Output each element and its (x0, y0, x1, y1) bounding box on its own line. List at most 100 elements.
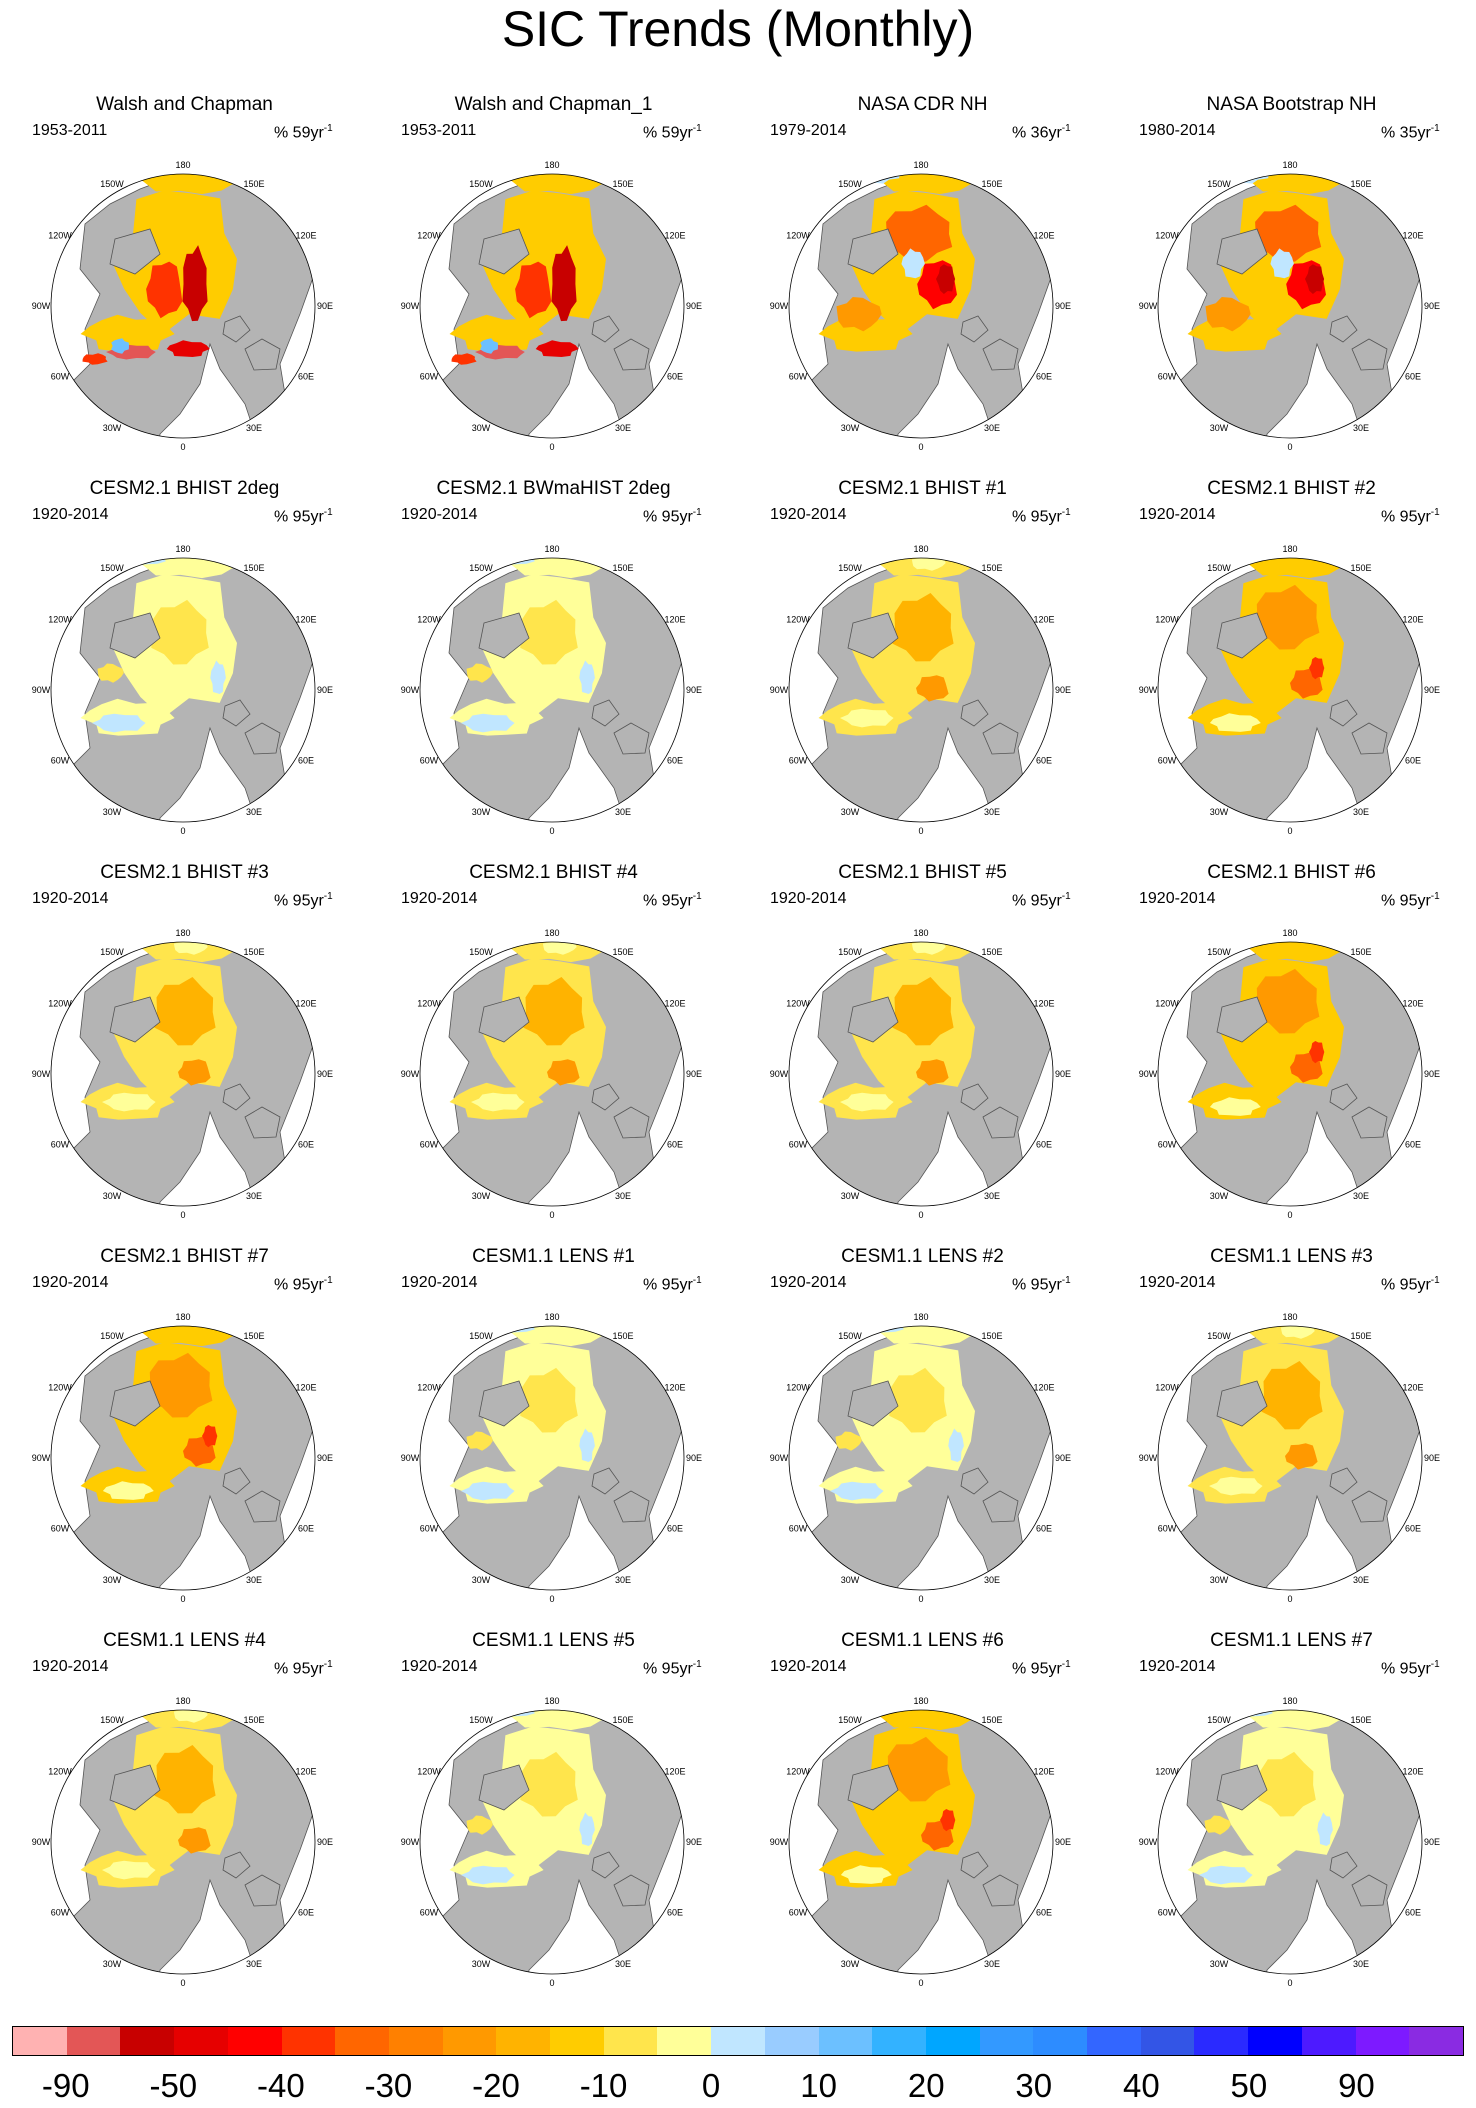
colorbar-segment (1140, 2027, 1195, 2055)
sea-ice-trend-region (1247, 174, 1352, 195)
sea-ice-trend-region (878, 174, 983, 195)
polar-map: 180 150W 120W 90W 60W 30W 0 30E 60E 90E 120E 150E (770, 160, 1071, 452)
panel-years: 1920-2014 (770, 890, 847, 907)
map-border (419, 173, 685, 439)
longitude-label: 180 (544, 160, 559, 170)
longitude-label: 120E (664, 999, 685, 1009)
longitude-label: 60W (420, 1140, 439, 1150)
longitude-label: 90E (317, 1069, 333, 1079)
colorbar-segment (1248, 2027, 1302, 2055)
trend-anomaly-patch (461, 1865, 515, 1885)
longitude-label: 60E (298, 1140, 314, 1150)
trend-anomaly-patch (154, 1745, 216, 1814)
panel-years: 1920-2014 (401, 890, 478, 907)
land-svalbard (222, 699, 251, 727)
longitude-label: 60E (1036, 372, 1052, 382)
longitude-label: 30E (246, 1575, 262, 1585)
units-base: yr (310, 508, 324, 526)
longitude-label: 150E (1350, 1715, 1371, 1725)
colorbar-segment (496, 2027, 551, 2055)
panel-units: % 95yr-1 (1381, 1272, 1440, 1294)
longitude-label: 180 (1282, 544, 1297, 554)
longitude-label: 150W (469, 947, 493, 957)
longitude-label: 180 (175, 160, 190, 170)
colorbar-segment (1301, 2027, 1356, 2055)
longitude-label: 30W (103, 1959, 122, 1969)
land-island (613, 338, 650, 371)
panel-years: 1920-2014 (1139, 1658, 1216, 1675)
colorbar-label: 40 (1122, 2067, 1160, 2104)
units-pct: 95 (292, 892, 311, 910)
longitude-label: 60W (420, 372, 439, 382)
land-svalbard (960, 1851, 989, 1879)
map-panel-8: 180 150W 120W 90W 60W 30W 0 30E 60E 90E 120E 150E C… (1107, 478, 1476, 860)
panel-title: CESM2.1 BWmaHIST 2deg (436, 478, 671, 499)
colorbar-segment (872, 2027, 926, 2055)
longitude-label: 120W (786, 615, 810, 625)
colorbar-segment (1409, 2027, 1463, 2055)
longitude-label: 90W (770, 1453, 789, 1463)
panel-units: % 95yr-1 (1012, 1272, 1071, 1294)
longitude-label: 0 (180, 1210, 185, 1220)
land-island (982, 1106, 1019, 1139)
map-panel-3: 180 150W 120W 90W 60W 30W 0 30E 60E 90E 120E 150E N… (738, 94, 1107, 476)
map-panel-9: 180 150W 120W 90W 60W 30W 0 30E 60E 90E 120E 150E C… (0, 862, 369, 1244)
longitude-label: 0 (549, 1210, 554, 1220)
longitude-label: 120W (1155, 615, 1179, 625)
polar-map: 180 150W 120W 90W 60W 30W 0 30E 60E 90E 120E 150E (32, 1696, 333, 1988)
longitude-label: 90W (770, 1069, 789, 1079)
land-svalbard (222, 315, 251, 343)
trend-anomaly-patch (885, 1736, 951, 1802)
longitude-label: 120W (48, 999, 72, 1009)
longitude-label: 30E (1353, 1959, 1369, 1969)
polar-map: 180 150W 120W 90W 60W 30W 0 30E 60E 90E 120E 150E (1139, 928, 1440, 1220)
longitude-label: 30E (984, 1575, 1000, 1585)
trend-anomaly-patch (154, 977, 216, 1046)
longitude-label: 30E (1353, 1191, 1369, 1201)
longitude-label: 60E (1405, 1524, 1421, 1534)
sea-ice-trend-region (509, 558, 614, 579)
longitude-label: 120W (1155, 999, 1179, 1009)
longitude-label: 150W (469, 1715, 493, 1725)
longitude-label: 30W (472, 1575, 491, 1585)
colorbar-label: -10 (579, 2067, 628, 2104)
trend-anomaly-patch (147, 1352, 213, 1418)
longitude-label: 60E (298, 756, 314, 766)
trend-anomaly-patch (471, 1092, 525, 1112)
land-svalbard (960, 315, 989, 343)
units-base: yr (1417, 892, 1431, 910)
longitude-label: 0 (918, 1978, 923, 1988)
longitude-label: 150E (612, 947, 633, 957)
sea-ice-trend-region (1247, 942, 1352, 963)
units-base: yr (310, 892, 324, 910)
trend-anomaly-patch (520, 1367, 578, 1433)
map-panel-10: 180 150W 120W 90W 60W 30W 0 30E 60E 90E 120E 150E C… (369, 862, 738, 1244)
trend-anomaly-patch (520, 1751, 578, 1817)
units-pct: 95 (292, 508, 311, 526)
land-island (982, 722, 1019, 755)
trend-anomaly-patch (1209, 1476, 1263, 1496)
longitude-label: 90W (32, 685, 51, 695)
map-panel-18: 180 150W 120W 90W 60W 30W 0 30E 60E 90E 120E 150E C… (369, 1630, 738, 2012)
longitude-label: 150W (1207, 1715, 1231, 1725)
units-pct: 95 (1030, 1660, 1049, 1678)
units-base: yr (679, 508, 693, 526)
longitude-label: 150W (838, 563, 862, 573)
polar-map: 180 150W 120W 90W 60W 30W 0 30E 60E 90E 120E 150E (770, 1696, 1071, 1988)
trend-anomaly-patch (901, 248, 925, 279)
sea-ice-trend-region (1247, 1710, 1352, 1731)
panel-title: CESM2.1 BHIST 2deg (89, 478, 280, 499)
panel-title: CESM1.1 LENS #5 (472, 1630, 635, 1651)
longitude-label: 120E (295, 1383, 316, 1393)
longitude-label: 150E (243, 947, 264, 957)
trend-anomaly-patch (547, 1059, 580, 1086)
map-layers (1158, 1710, 1422, 1974)
longitude-label: 150W (838, 179, 862, 189)
panel-units: % 95yr-1 (1381, 1656, 1440, 1678)
units-base: yr (679, 1276, 693, 1294)
units-base: yr (679, 1660, 693, 1678)
panel-title: NASA CDR NH (857, 94, 988, 115)
sea-ice-trend-region (80, 314, 175, 352)
trend-anomaly-patch (551, 245, 577, 322)
map-border (788, 1709, 1054, 1975)
